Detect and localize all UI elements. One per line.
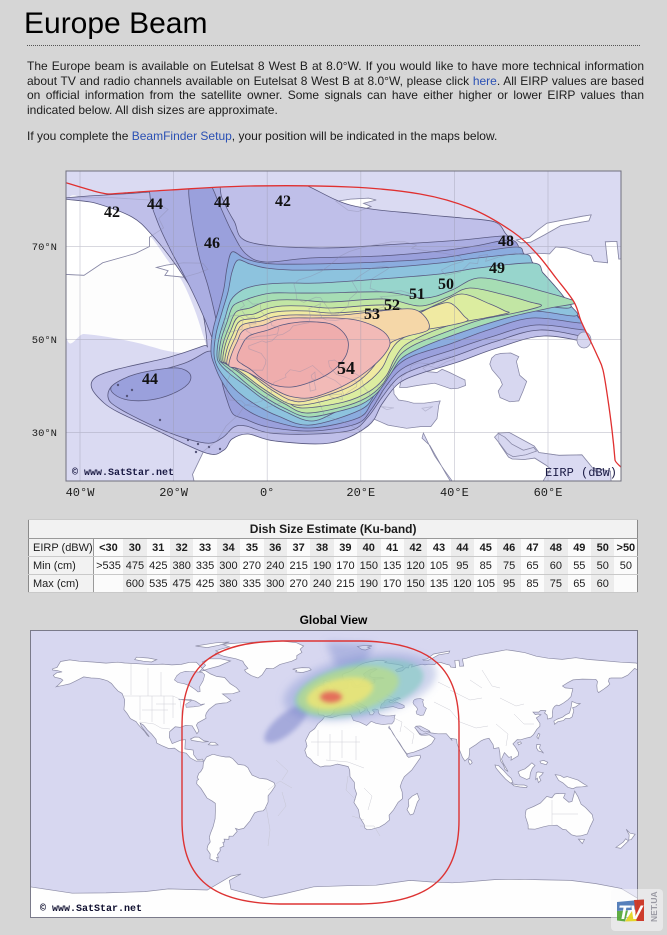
svg-text:44: 44 [142,371,158,388]
svg-text:EIRP (dBW): EIRP (dBW) [545,466,617,480]
svg-text:40°W: 40°W [66,486,96,500]
svg-text:54: 54 [337,358,355,378]
svg-text:44: 44 [147,196,163,213]
svg-text:30°N: 30°N [32,428,57,440]
svg-text:46: 46 [204,235,220,252]
svg-text:44: 44 [214,194,230,211]
svg-text:40°E: 40°E [440,486,469,500]
svg-text:0°: 0° [260,486,274,500]
svg-text:48: 48 [498,233,514,250]
svg-text:42: 42 [104,204,120,221]
svg-text:© www.SatStar.net: © www.SatStar.net [40,903,142,915]
svg-text:53: 53 [364,306,380,323]
svg-text:42: 42 [275,193,291,210]
svg-text:51: 51 [409,286,425,303]
svg-text:NET.UA: NET.UA [649,891,659,922]
svg-text:49: 49 [489,260,505,277]
svg-text:20°W: 20°W [159,486,189,500]
svg-text:© www.SatStar.net: © www.SatStar.net [72,467,174,479]
svg-text:50: 50 [438,276,454,293]
svg-text:52: 52 [384,297,400,314]
svg-text:TV: TV [618,903,644,924]
svg-text:60°E: 60°E [534,486,563,500]
svg-text:20°E: 20°E [346,486,375,500]
svg-text:70°N: 70°N [32,242,57,254]
svg-text:50°N: 50°N [32,335,57,347]
